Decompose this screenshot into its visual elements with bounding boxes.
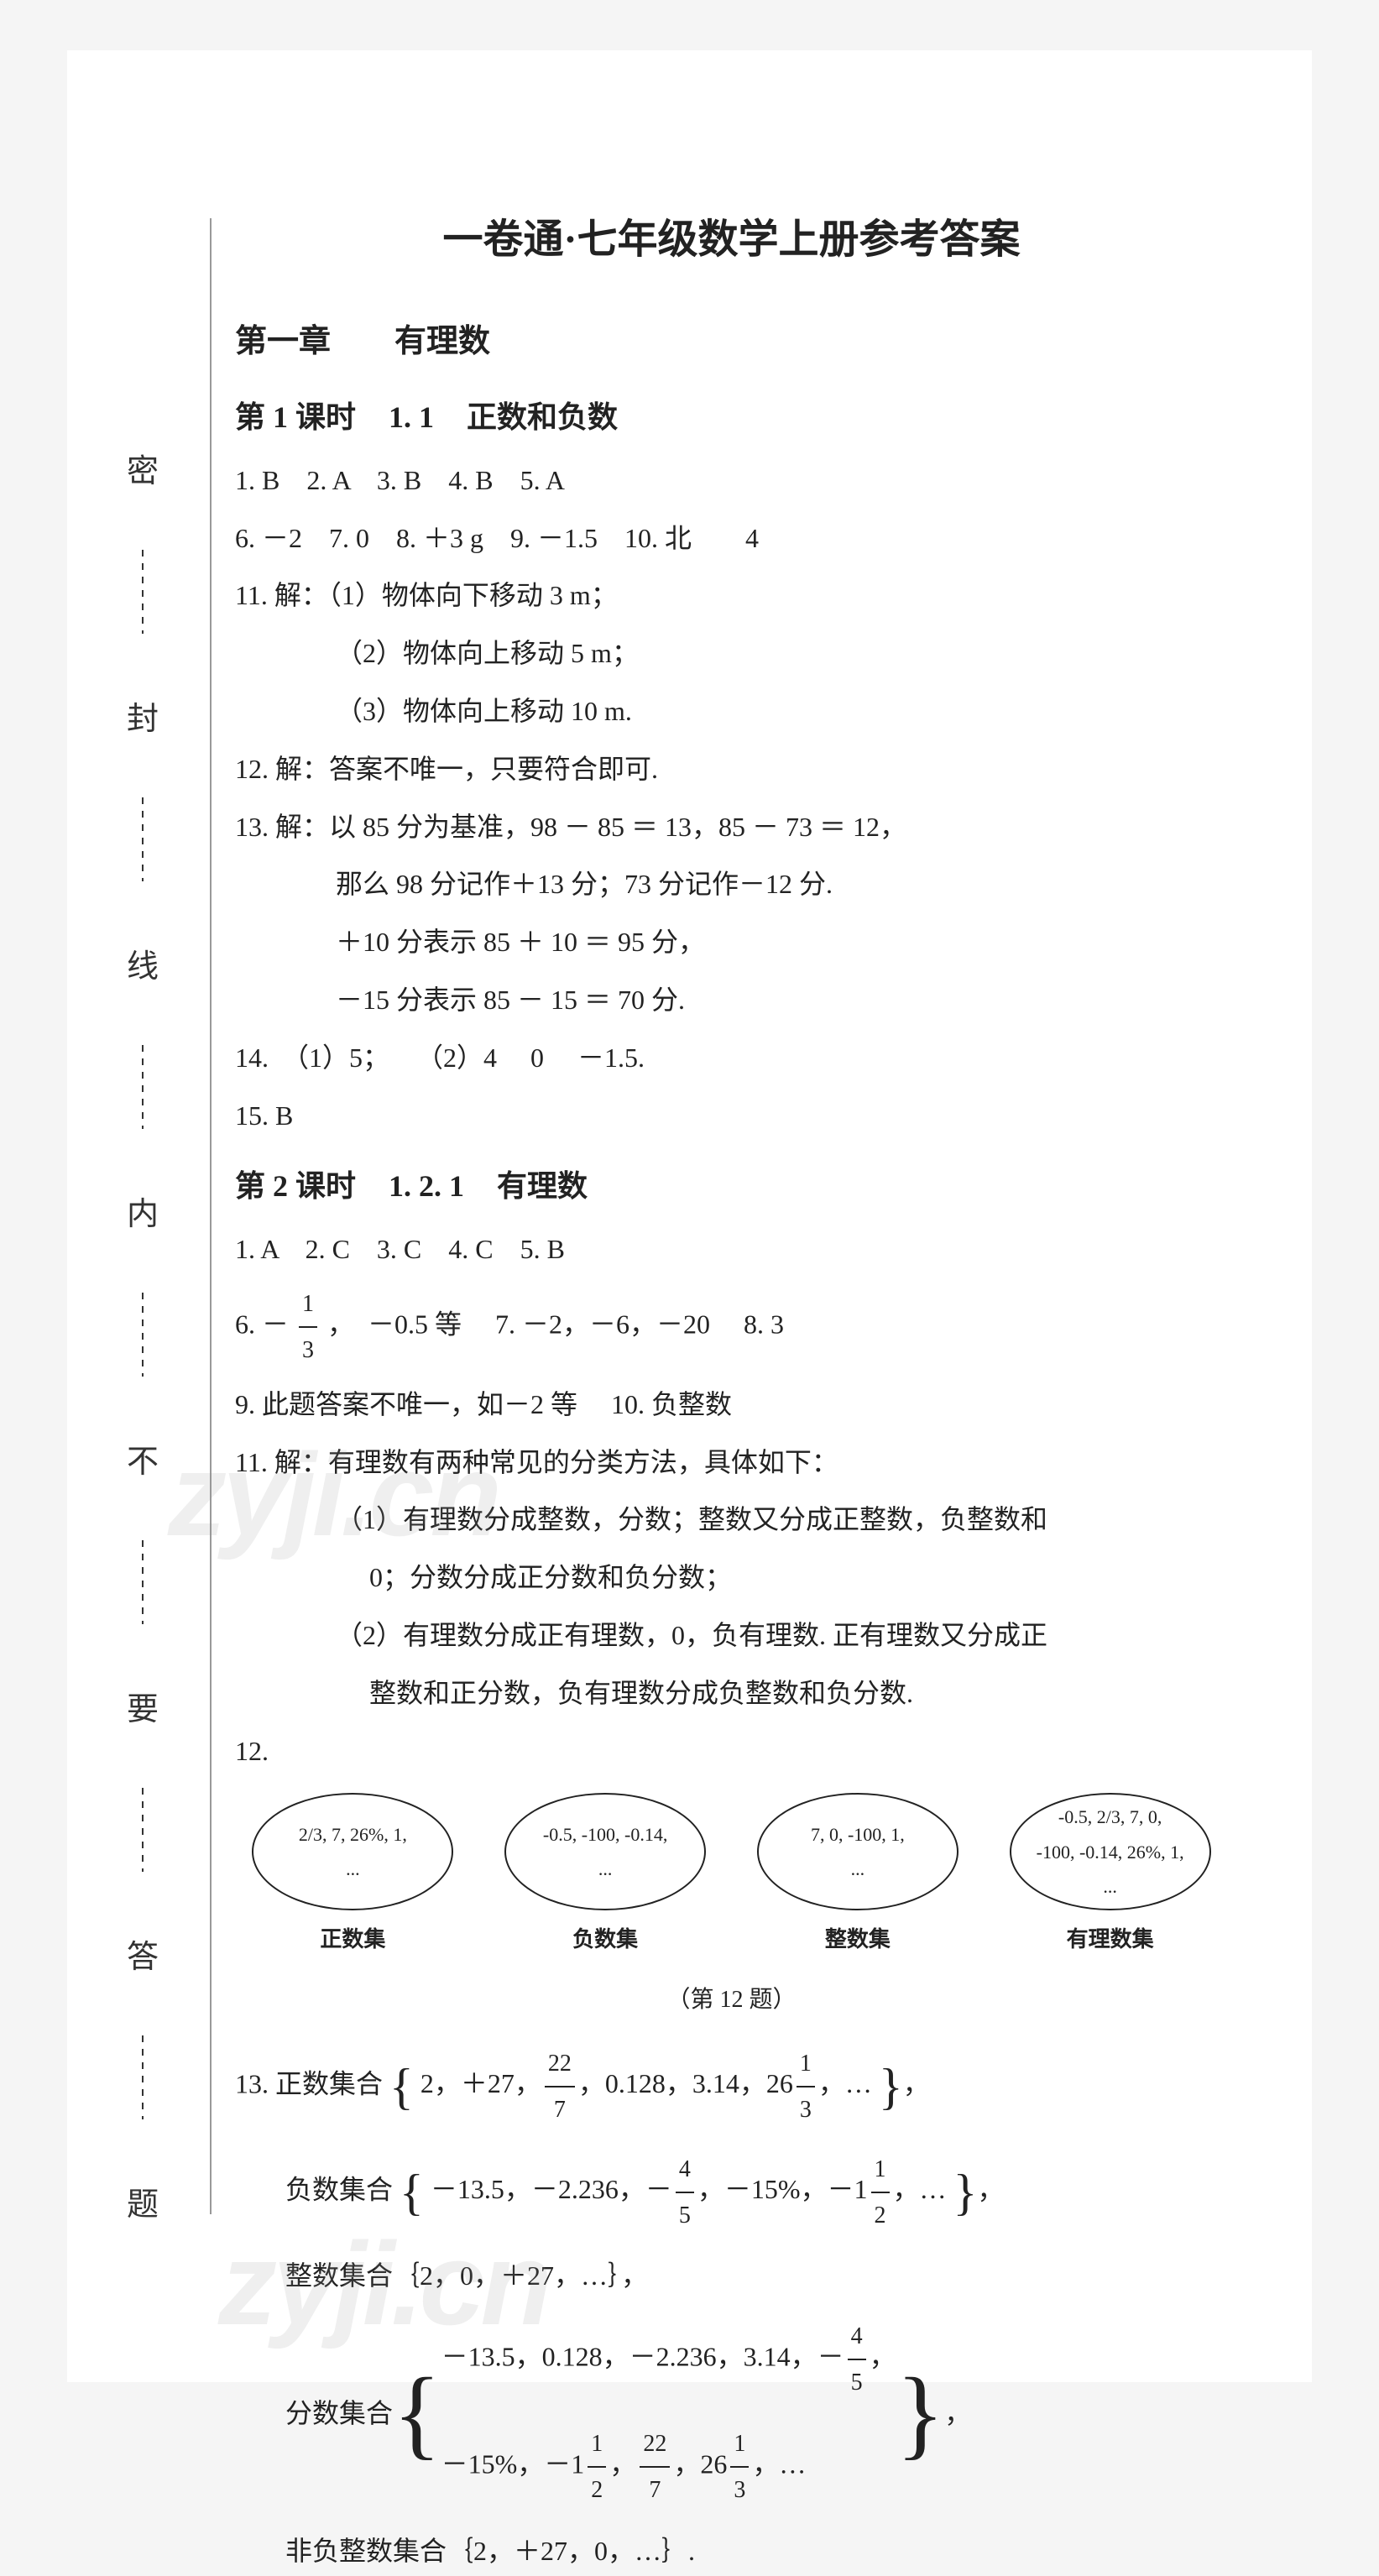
set-line: 13. 正数集合 { 2，＋27，227，0.128，3.14，2613，… }…: [235, 2039, 1228, 2134]
content-area: 一卷通·七年级数学上册参考答案 第一章 有理数 第 1 课时 1. 1 正数和负…: [235, 201, 1228, 2576]
answer-line: （2）有理数分成正有理数，0，负有理数. 正有理数又分成正: [235, 1610, 1228, 1661]
answer-line: 那么 98 分记作＋13 分；73 分记作－12 分.: [235, 859, 1228, 910]
binding-sidebar: 密 封 线 内 不 要 答 题: [109, 386, 176, 2283]
set-content: －13.5，－2.236，－45，－15%，－112，…: [431, 2174, 947, 2204]
fraction-set: 分数集合 { －13.5，0.128，－2.236，3.14，－45， －15%…: [235, 2314, 1228, 2513]
answer-line: 1. A 2. C 3. C 4. C 5. B: [235, 1224, 1228, 1275]
code-label: 1. 2. 1: [389, 1169, 464, 1203]
answer-line: 13. 解：以 85 分为基准，98 － 85 ＝ 13，85 － 73 ＝ 1…: [235, 802, 1228, 853]
answer-line: 0；分数分成正分数和负分数；: [235, 1552, 1228, 1603]
answer-line: 整数和正分数，负有理数分成负整数和负分数.: [235, 1668, 1228, 1719]
answer-line: 1. B 2. A 3. B 4. B 5. A: [235, 455, 1228, 506]
oval-box: 7, 0, -100, 1, ... 整数集: [757, 1793, 959, 1960]
oval: -0.5, 2/3, 7, 0, -100, -0.14, 26%, 1, ..…: [1010, 1793, 1211, 1910]
brace-icon: {: [389, 2059, 414, 2114]
brace-icon: }: [879, 2059, 903, 2114]
oval-content: -0.5, -100, -0.14,: [543, 1817, 667, 1852]
set-line: 整数集合｛2，0，＋27，…｝，: [235, 2250, 1228, 2302]
oval-content: 2/3, 7, 26%, 1,: [299, 1817, 407, 1852]
set-line: 负数集合 { －13.5，－2.236，－45，－15%，－112，… }，: [235, 2145, 1228, 2240]
binding-line: [142, 550, 144, 634]
answer-line: 9. 此题答案不唯一，如－2 等 10. 负整数: [235, 1379, 1228, 1430]
binding-char: 线: [127, 940, 159, 986]
oval-box: 2/3, 7, 26%, 1, ... 正数集: [252, 1793, 453, 1960]
denominator: 3: [299, 1328, 317, 1372]
answer-line: 15. B: [235, 1090, 1228, 1142]
oval-label: 整数集: [825, 1919, 891, 1960]
numerator: 1: [299, 1282, 317, 1328]
brace-icon: {: [400, 2165, 424, 2220]
set-content: 2，＋27，227，0.128，3.14，2613，…: [420, 2068, 872, 2098]
page-container: 密 封 线 内 不 要 答 题 一卷通·七年级数学上册参考答案 第一章 有理数 …: [67, 50, 1312, 2382]
answer-line: －15 分表示 85 － 15 ＝ 70 分.: [235, 974, 1228, 1026]
oval-content: 7, 0, -100, 1,: [811, 1817, 905, 1852]
answer-line: 6. － 1 3 ， －0.5 等 7. －2，－6，－20 8. 3: [235, 1282, 1228, 1372]
frac-lines: －13.5，0.128，－2.236，3.14，－45， －15%，－112，2…: [441, 2314, 896, 2513]
oval-content: -100, -0.14, 26%, 1,: [1037, 1835, 1184, 1870]
binding-line: [142, 2035, 144, 2119]
binding-line: [142, 1045, 144, 1129]
binding-line: [142, 1788, 144, 1872]
answer-line: 11. 解：（1）物体向下移动 3 m；: [235, 570, 1228, 621]
fraction: 1 3: [299, 1282, 317, 1372]
set-line: 非负整数集合｛2，＋27，0，…｝.: [235, 2526, 1228, 2576]
section2-title: 第 2 课时 1. 2. 1 有理数: [235, 1157, 1228, 1215]
divider: [210, 218, 212, 2214]
oval: -0.5, -100, -0.14, ...: [504, 1793, 706, 1910]
set-label: 分数集合: [285, 2388, 393, 2439]
frac-line2: －15%，－112，227，2613，…: [441, 2422, 896, 2512]
binding-char: 不: [127, 1435, 159, 1481]
ovals-container: 2/3, 7, 26%, 1, ... 正数集 -0.5, -100, -0.1…: [235, 1793, 1228, 1960]
big-brace-icon: }: [896, 2373, 945, 2453]
oval-content: -0.5, 2/3, 7, 0,: [1058, 1800, 1162, 1835]
oval-box: -0.5, -100, -0.14, ... 负数集: [504, 1793, 706, 1960]
answer-line: （3）物体向上移动 10 m.: [235, 686, 1228, 737]
text: ， －0.5 等 7. －2，－6，－20 8. 3: [327, 1309, 784, 1339]
binding-char: 内: [127, 1188, 159, 1234]
figure-caption: （第 12 题）: [235, 1978, 1228, 2022]
oval: 2/3, 7, 26%, 1, ...: [252, 1793, 453, 1910]
answer-line: （2）物体向上移动 5 m；: [235, 628, 1228, 679]
answer-line: （1）有理数分成整数，分数；整数又分成正整数，负整数和: [235, 1494, 1228, 1545]
answer-line: 11. 解：有理数有两种常见的分类方法，具体如下：: [235, 1437, 1228, 1488]
code-label: 1. 1: [389, 400, 434, 434]
set-label: 负数集合: [285, 2174, 393, 2204]
oval-label: 负数集: [572, 1919, 638, 1960]
topic-label: 有理数: [497, 1169, 588, 1203]
text: 6. －: [235, 1309, 289, 1339]
binding-line: [142, 797, 144, 881]
answer-line: 12.: [235, 1726, 1228, 1777]
topic-label: 正数和负数: [467, 400, 618, 434]
answer-line: 12. 解：答案不唯一，只要符合即可.: [235, 744, 1228, 795]
answer-line: 14. （1）5； （2）4 0 －1.5.: [235, 1032, 1228, 1084]
lesson-label: 第 2 课时: [235, 1169, 356, 1203]
main-title: 一卷通·七年级数学上册参考答案: [235, 201, 1228, 278]
binding-char: 密: [127, 445, 159, 491]
oval-content: ...: [1103, 1869, 1117, 1905]
oval-label: 有理数集: [1067, 1919, 1154, 1960]
frac-line1: －13.5，0.128，－2.236，3.14，－45，: [441, 2314, 896, 2405]
oval: 7, 0, -100, 1, ...: [757, 1793, 959, 1910]
binding-line: [142, 1540, 144, 1624]
set-label: 13. 正数集合: [235, 2068, 383, 2098]
binding-char: 答: [127, 1931, 159, 1977]
answer-line: 6. －2 7. 0 8. ＋3 g 9. －1.5 10. 北 4: [235, 513, 1228, 564]
oval-content: ...: [346, 1852, 360, 1887]
answer-line: ＋10 分表示 85 ＋ 10 ＝ 95 分，: [235, 917, 1228, 968]
chapter-title: 第一章 有理数: [235, 311, 1228, 372]
section1-title: 第 1 课时 1. 1 正数和负数: [235, 389, 1228, 446]
binding-char: 封: [127, 692, 159, 739]
big-brace-icon: {: [393, 2373, 441, 2453]
lesson-label: 第 1 课时: [235, 400, 356, 434]
oval-label: 正数集: [320, 1919, 385, 1960]
binding-char: 要: [127, 1683, 159, 1729]
oval-content: ...: [851, 1852, 865, 1887]
oval-content: ...: [598, 1852, 613, 1887]
brace-icon: }: [953, 2165, 978, 2220]
oval-box: -0.5, 2/3, 7, 0, -100, -0.14, 26%, 1, ..…: [1010, 1793, 1211, 1960]
binding-char: 题: [127, 2178, 159, 2224]
binding-line: [142, 1293, 144, 1377]
